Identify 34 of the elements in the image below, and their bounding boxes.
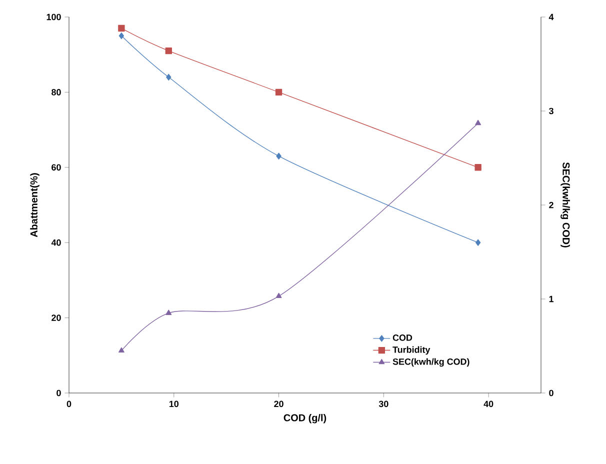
point [118,32,124,40]
point [475,239,481,246]
point [165,48,172,54]
point [118,24,125,32]
y2-tick-label: 2 [549,202,554,208]
point [474,164,482,171]
point [276,152,282,160]
point [166,310,172,315]
point [118,347,124,353]
x-tick-label: 40 [484,400,494,408]
y-tick-label: 0 [56,390,61,396]
y-axis-title: Abattment(%) [30,173,40,238]
legend-label: COD [392,334,412,341]
y-tick-label: 20 [52,314,61,321]
y2-tick-label: 4 [548,14,554,20]
y2-axis-title: SEC(kwh/kg COD) [560,162,570,248]
y-tick-label: 40 [51,239,61,246]
x-axis-title: COD (g/l) [284,414,326,424]
legend-label: Turbidity [392,346,430,355]
x-tick-label: 20 [274,400,284,408]
point [275,88,282,96]
point [475,120,482,126]
y-tick-label: 100 [46,14,61,20]
y2-tick-label: 3 [548,108,554,114]
x-tick-label: 0 [66,400,72,408]
point [166,74,172,80]
y2-tick-label: 1 [549,296,554,302]
x-tick-label: 10 [169,400,179,408]
point [276,292,282,298]
y-tick-label: 80 [52,89,61,96]
y-tick-label: 60 [52,164,61,171]
y2-tick-label: 0 [549,390,554,396]
x-tick-label: 30 [378,400,388,408]
legend-label: SEC(kwh/kg COD) [392,358,470,367]
